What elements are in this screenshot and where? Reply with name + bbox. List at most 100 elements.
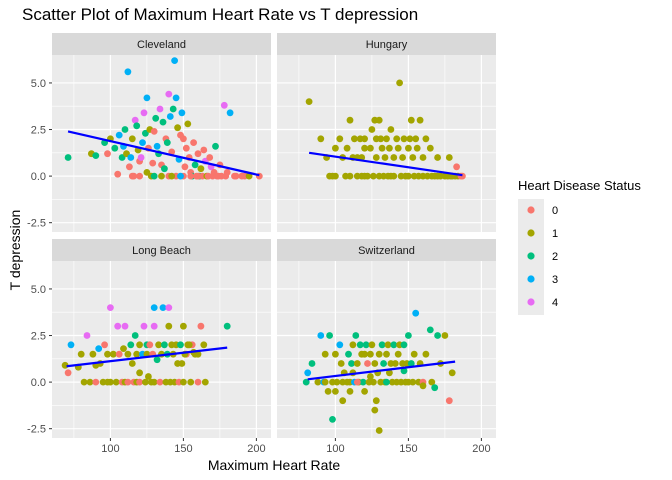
data-point xyxy=(353,360,361,367)
data-point xyxy=(153,356,161,364)
data-point xyxy=(177,341,184,349)
panels-layer: Cleveland Hungary Long Beach Switzerland xyxy=(52,33,496,438)
data-point xyxy=(352,332,360,339)
data-point xyxy=(386,369,393,377)
data-point xyxy=(336,135,344,143)
data-point xyxy=(416,116,424,124)
legend-title: Heart Disease Status xyxy=(518,178,641,193)
data-point xyxy=(136,172,144,180)
data-point xyxy=(172,94,180,102)
y-tick-label: 0.0 xyxy=(31,377,46,389)
data-point xyxy=(453,163,460,171)
data-point xyxy=(161,165,168,173)
data-point xyxy=(368,126,376,133)
data-point xyxy=(146,341,154,349)
data-point xyxy=(332,350,339,358)
data-point xyxy=(339,378,347,386)
data-point xyxy=(136,378,144,386)
data-point xyxy=(158,172,165,180)
y-tick-labels: -2.5 0.0 2.5 5.0 -2.5 0.0 2.5 5.0 xyxy=(27,78,52,436)
legend-key xyxy=(527,298,535,306)
data-point xyxy=(137,154,145,161)
data-point xyxy=(177,172,184,180)
y-tick-label: 2.5 xyxy=(31,125,46,137)
data-point xyxy=(161,341,168,349)
facet-strip-label: Switzerland xyxy=(358,245,415,257)
data-point xyxy=(171,57,179,64)
data-point xyxy=(115,131,123,139)
data-point xyxy=(346,116,354,124)
data-point xyxy=(145,373,152,380)
data-point xyxy=(109,350,117,358)
data-point xyxy=(64,154,72,161)
data-point xyxy=(133,122,141,130)
data-point xyxy=(107,378,114,386)
data-point xyxy=(245,172,253,180)
data-point xyxy=(362,341,370,349)
data-point xyxy=(378,341,386,349)
data-point xyxy=(314,378,322,386)
facet-strip xyxy=(277,239,496,261)
data-point xyxy=(165,322,173,330)
data-point xyxy=(406,135,414,143)
data-point xyxy=(169,105,177,113)
data-point xyxy=(180,378,187,386)
data-point xyxy=(168,172,176,180)
data-point xyxy=(405,332,412,339)
trend-line xyxy=(66,346,228,368)
data-point xyxy=(83,332,91,339)
data-point xyxy=(426,326,434,334)
data-point xyxy=(346,172,354,180)
data-point xyxy=(104,150,111,158)
data-point xyxy=(149,159,157,167)
data-point xyxy=(190,139,198,147)
data-point xyxy=(390,154,398,161)
data-point xyxy=(131,332,139,339)
data-point xyxy=(383,378,390,386)
legend-key xyxy=(527,252,535,260)
data-point xyxy=(194,150,202,158)
data-point xyxy=(387,126,395,133)
data-point xyxy=(64,369,72,377)
trend-line xyxy=(67,130,260,177)
data-point xyxy=(124,350,132,358)
trend-line xyxy=(308,151,463,177)
data-point xyxy=(346,388,354,395)
data-point xyxy=(364,172,371,180)
data-point xyxy=(332,388,339,395)
legend-items: 0 1 2 3 4 xyxy=(527,205,558,309)
x-axis-title: Maximum Heart Rate xyxy=(208,457,340,473)
panel-background xyxy=(52,261,271,438)
data-point xyxy=(200,341,208,349)
data-point xyxy=(371,406,379,414)
data-point xyxy=(390,341,398,349)
data-point xyxy=(200,146,208,154)
data-point xyxy=(165,304,173,311)
facet-strip xyxy=(52,239,271,261)
data-point xyxy=(114,322,122,330)
data-point xyxy=(197,322,205,330)
data-point xyxy=(367,350,374,358)
data-point xyxy=(156,378,164,386)
data-point xyxy=(121,126,129,133)
data-point xyxy=(419,382,427,390)
data-point xyxy=(194,378,202,386)
data-point xyxy=(361,144,368,152)
data-point xyxy=(150,172,158,180)
data-point xyxy=(361,350,368,358)
data-point xyxy=(191,161,199,169)
data-point xyxy=(226,109,234,117)
data-point xyxy=(348,360,355,367)
data-point xyxy=(405,144,412,152)
data-point xyxy=(324,388,332,395)
data-point xyxy=(386,144,393,152)
data-point xyxy=(124,68,132,76)
x-tick-label: 200 xyxy=(472,443,490,455)
data-point xyxy=(178,109,186,117)
legend-label: 3 xyxy=(552,274,558,286)
data-point xyxy=(400,135,408,143)
data-point xyxy=(368,341,376,349)
data-point xyxy=(448,369,456,377)
data-point xyxy=(337,360,345,367)
data-point xyxy=(182,144,190,152)
